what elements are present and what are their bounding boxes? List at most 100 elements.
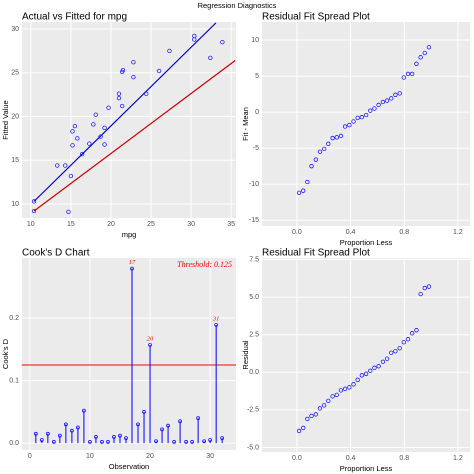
stem-head <box>118 433 122 438</box>
y-tick-label: 15 <box>11 157 19 164</box>
point <box>355 115 360 121</box>
x-tick-label: 30 <box>187 221 195 228</box>
point <box>347 385 352 390</box>
panel <box>22 22 236 218</box>
point <box>376 102 381 108</box>
point <box>31 199 37 204</box>
stem-head <box>166 423 170 428</box>
point <box>70 129 75 134</box>
y-tick-label: -2.5 <box>247 407 259 414</box>
stem-head <box>82 408 86 413</box>
point <box>296 428 302 434</box>
stem-head <box>70 428 74 433</box>
point <box>347 122 352 128</box>
stem-head <box>76 425 80 430</box>
point <box>93 112 98 117</box>
panel <box>262 258 470 452</box>
x-tick-label: 0.4 <box>346 229 356 236</box>
point <box>418 55 423 60</box>
point <box>363 112 369 118</box>
x-tick-label: 10 <box>27 221 35 228</box>
stem-head <box>172 440 176 444</box>
point <box>63 163 68 168</box>
stem-head <box>64 422 68 427</box>
y-axis-label: Residual <box>241 340 250 370</box>
point <box>144 91 149 96</box>
y-tick-label: -10 <box>249 181 259 188</box>
x-tick-label: 10 <box>86 453 94 460</box>
point <box>334 135 339 140</box>
point <box>68 173 74 179</box>
point <box>376 364 381 369</box>
x-tick-label: 0.8 <box>399 455 409 462</box>
point <box>313 412 318 417</box>
point <box>98 134 103 139</box>
point <box>305 179 310 185</box>
point <box>313 157 318 162</box>
stem-head <box>148 343 152 347</box>
y-tick-label: -5.0 <box>247 444 259 451</box>
stem-head <box>94 435 98 439</box>
point <box>75 136 80 141</box>
panel <box>262 22 470 226</box>
point <box>72 123 78 129</box>
x-tick-label: 0.0 <box>292 229 302 236</box>
point <box>79 151 85 157</box>
point <box>87 141 92 146</box>
y-tick-label: 0.0 <box>9 440 19 447</box>
point <box>359 373 364 378</box>
stem-head <box>58 433 62 438</box>
x-tick-label: 30 <box>206 453 214 460</box>
y-tick-label: 0.1 <box>9 377 19 384</box>
highlight-label: 20 <box>147 335 154 342</box>
stem-head <box>178 419 182 424</box>
y-tick-label: 5.0 <box>249 294 259 301</box>
stem-head <box>33 431 38 436</box>
point <box>418 291 423 297</box>
x-tick-label: 1.2 <box>453 455 463 462</box>
point <box>326 398 331 404</box>
stem-head <box>184 440 188 444</box>
y-tick-label: 10 <box>251 37 259 44</box>
point <box>422 50 427 56</box>
y-axis-label: Fitted Value <box>1 100 10 139</box>
y-tick-label: 0.0 <box>249 369 259 376</box>
point <box>342 124 348 129</box>
point <box>372 106 377 111</box>
stem-head <box>154 439 158 444</box>
point <box>330 135 335 141</box>
y-tick-label: 25 <box>11 70 19 77</box>
point <box>301 425 306 431</box>
point <box>380 359 386 364</box>
y-tick-label: 10 <box>11 201 19 208</box>
point <box>405 71 411 77</box>
x-tick-label: 0.8 <box>399 229 409 236</box>
x-tick-label: 1.2 <box>453 229 463 236</box>
point <box>317 406 323 411</box>
point <box>414 328 419 333</box>
stem-head <box>88 440 92 444</box>
x-axis-label: Proportion Less <box>340 464 393 473</box>
fit-line <box>33 60 236 212</box>
x-tick-label: 0 <box>28 453 32 460</box>
point <box>192 33 197 39</box>
stem-head <box>124 436 128 440</box>
point <box>384 356 390 361</box>
stem-head <box>196 416 200 420</box>
point <box>55 163 60 168</box>
point <box>389 350 394 355</box>
stem-head <box>202 439 206 444</box>
point <box>334 392 339 398</box>
x-tick-label: 20 <box>107 221 115 228</box>
stem-head <box>106 440 110 444</box>
point <box>380 99 386 105</box>
x-tick-label: 35 <box>227 221 235 228</box>
point <box>131 60 136 65</box>
point <box>338 133 344 139</box>
point <box>309 164 314 169</box>
point <box>167 48 172 54</box>
highlight-label: 31 <box>212 315 220 322</box>
point <box>351 119 356 124</box>
point <box>296 190 302 195</box>
